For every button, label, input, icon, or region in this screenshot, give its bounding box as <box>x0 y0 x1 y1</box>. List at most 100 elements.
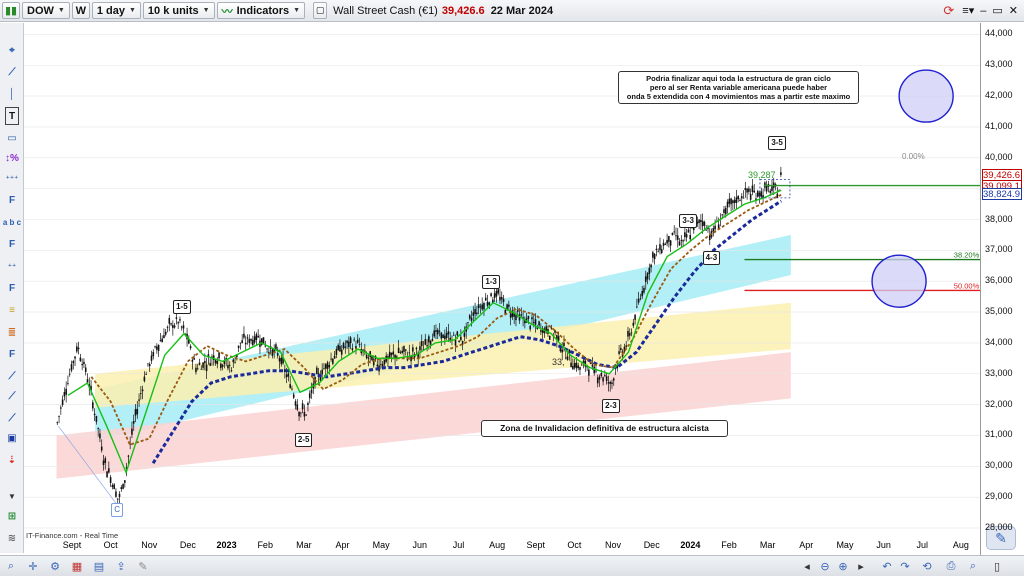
wave-label[interactable]: C <box>111 503 124 518</box>
zoom-out-icon[interactable]: ⊖ <box>820 560 830 573</box>
candle-body <box>268 352 270 353</box>
candle-body <box>630 332 633 334</box>
cursor-icon[interactable]: ⌖ <box>9 44 15 56</box>
line-tool-icon[interactable]: ⟋ <box>8 66 16 78</box>
reset-icon[interactable]: ⟲ <box>922 560 932 573</box>
pointer-icon[interactable]: ⌕ <box>7 559 15 572</box>
candle-body <box>524 319 526 324</box>
candle-body <box>207 354 210 358</box>
compare-icon[interactable]: ▤ <box>93 560 105 573</box>
vertical-line-icon[interactable]: │ <box>8 88 16 100</box>
candle-body <box>447 331 450 335</box>
node-line-2-icon[interactable]: ⟋ <box>8 390 16 402</box>
zoom-in-icon[interactable]: ⊕ <box>838 560 848 573</box>
fib-time-icon[interactable]: F <box>8 282 16 294</box>
search-icon[interactable]: ⌕ <box>969 559 977 572</box>
wave-label[interactable]: 4-3 <box>702 250 721 265</box>
wave-label[interactable]: 1-3 <box>482 275 500 290</box>
candle-body <box>740 196 743 199</box>
window-icon[interactable]: ▭ <box>992 5 1003 17</box>
time-axis[interactable]: Sept Oct Nov Dec 2023 Feb Mar Apr May Jun Jul Aug Se… <box>24 540 980 554</box>
wave-label[interactable]: 3-3 <box>679 213 697 228</box>
timeframe-selector[interactable]: 1 day ▼ <box>91 2 141 19</box>
ruler-icon[interactable]: ▭ <box>7 132 17 144</box>
instrument-info-icon[interactable]: ▢ <box>313 2 328 19</box>
units-selector[interactable]: 10 k units ▼ <box>142 2 215 19</box>
node-line-icon[interactable]: ⟋ <box>8 370 16 382</box>
scroll-down-icon[interactable]: ▼ <box>8 491 16 501</box>
wave-label[interactable]: 2-3 <box>602 398 620 413</box>
alert-icon[interactable]: ⊞ <box>7 510 17 522</box>
candle-body <box>442 334 444 339</box>
templates-icon[interactable]: ▦ <box>71 560 83 573</box>
candle-body <box>239 342 242 344</box>
scroll-left-icon[interactable]: ◂ <box>804 560 810 573</box>
rectangle-tool-icon[interactable]: ▣ <box>7 432 17 444</box>
fib-arc-icon[interactable]: F <box>8 348 16 360</box>
period-icon[interactable]: W <box>71 2 90 19</box>
price-tick-label: 31,000 <box>985 429 1013 440</box>
price-chart[interactable]: 38.20% 50.00% <box>24 23 980 540</box>
chart-type-icon[interactable]: ▮▮ <box>2 2 20 19</box>
candle-body <box>326 362 329 369</box>
trend-line-icon[interactable]: ⟋ <box>8 412 16 424</box>
fibonacci-tool-icon[interactable]: ⁺⁺⁺ <box>5 173 19 183</box>
tools-icon[interactable]: ✎ <box>138 560 148 573</box>
candle-body <box>145 374 147 375</box>
lock-icon[interactable]: ▯ <box>993 560 1001 573</box>
candle-body <box>538 321 540 326</box>
print-icon[interactable]: ⎙ <box>946 559 956 572</box>
candle-body <box>346 340 348 344</box>
time-tick-label: May <box>372 540 390 550</box>
wave-label[interactable]: 1-5 <box>173 299 191 314</box>
candle-body <box>159 340 162 342</box>
candle-body <box>579 367 581 370</box>
text-tool-icon[interactable]: T <box>5 107 19 125</box>
candle-body <box>236 354 238 357</box>
candle-body <box>164 331 167 335</box>
fibonacci-fan-icon[interactable]: F <box>8 194 16 206</box>
candle-body <box>157 344 160 351</box>
instrument-name: Wall Street Cash (€1) <box>333 4 438 17</box>
undo-icon[interactable]: ↶ <box>882 560 892 573</box>
crosshair-icon[interactable]: ✛ <box>28 560 38 573</box>
minimize-icon[interactable]: – <box>980 4 987 17</box>
candle-body <box>179 319 181 321</box>
wave-label[interactable]: 2-5 <box>294 432 313 447</box>
symbol-selector[interactable]: DOW ▼ <box>22 2 70 19</box>
candle-body <box>611 382 613 384</box>
wave-abc-icon[interactable]: a b c <box>2 217 22 227</box>
menu-icon[interactable]: ≡▾ <box>962 5 975 17</box>
channel-tool-icon[interactable]: ≡ <box>9 304 15 316</box>
candle-body <box>493 293 496 298</box>
wave-tool-icon[interactable]: ⁺⁺ <box>7 261 17 271</box>
wave-label[interactable]: 3-5 <box>768 136 786 151</box>
scroll-right-icon[interactable]: ▸ <box>858 560 864 573</box>
candle-body <box>769 190 772 193</box>
refresh-icon[interactable]: ⟳ <box>943 2 955 18</box>
top-note[interactable]: Podria finalizar aqui toda la estructura… <box>618 71 859 104</box>
candle-body <box>348 341 350 348</box>
arc-tool-icon[interactable]: ≣ <box>7 326 17 338</box>
candle-body <box>477 304 480 309</box>
candle-body <box>625 345 628 347</box>
indicators-button[interactable]: 〰 Indicators ▼ <box>216 2 306 19</box>
candle-body <box>156 346 158 350</box>
edit-icon[interactable]: ✎ <box>986 526 1016 550</box>
settings-icon[interactable]: ⚙ <box>50 560 60 573</box>
candle-body <box>504 309 507 315</box>
candle-body <box>655 248 658 251</box>
time-tick-label: Jun <box>412 540 428 550</box>
price-range-icon[interactable]: ⇣ <box>7 454 17 466</box>
share-icon[interactable]: ⇪ <box>116 560 126 573</box>
bottom-note[interactable]: Zona de Invalidacion definitiva de estru… <box>481 420 728 437</box>
candle-body <box>550 327 553 329</box>
percent-tool-icon[interactable]: ↕% <box>5 152 19 164</box>
candle-body <box>520 314 523 316</box>
candle-body <box>460 336 462 341</box>
close-icon[interactable]: ✕ <box>1008 5 1018 17</box>
price-axis[interactable] <box>980 23 1024 555</box>
fib-retracement-icon[interactable]: F <box>8 238 16 250</box>
redo-icon[interactable]: ↷ <box>900 560 910 573</box>
layers-icon[interactable]: ≋ <box>7 532 17 544</box>
